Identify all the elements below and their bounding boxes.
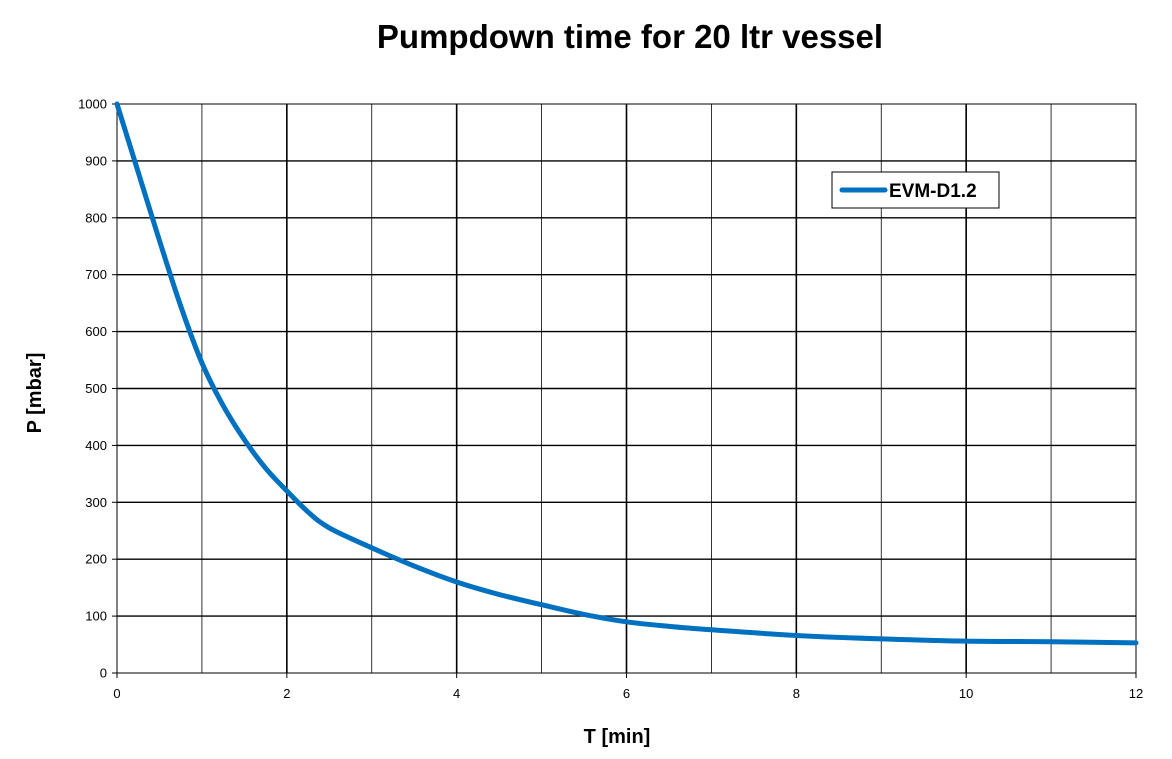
- y-tick-label: 900: [85, 153, 107, 168]
- x-tick-label: 12: [1129, 686, 1143, 701]
- y-tick-label: 400: [85, 438, 107, 453]
- legend: EVM-D1.2: [831, 171, 1000, 209]
- y-tick-label: 100: [85, 609, 107, 624]
- series-line: [114, 101, 1139, 646]
- y-tick-label: 1000: [78, 97, 107, 112]
- x-tick-label: 6: [623, 686, 630, 701]
- y-tick-label: 800: [85, 210, 107, 225]
- x-tick-label: 10: [959, 686, 973, 701]
- y-axis-ticks: 0 100 200 300 400 500 600 700 800 900 1000: [78, 97, 117, 681]
- grid-lines: [117, 104, 1136, 673]
- series-layer: [114, 101, 1139, 646]
- y-tick-label: 0: [100, 666, 107, 681]
- x-tick-label: 4: [453, 686, 460, 701]
- y-tick-label: 500: [85, 381, 107, 396]
- y-tick-label: 200: [85, 552, 107, 567]
- x-axis-label: T [min]: [584, 726, 651, 748]
- x-tick-label: 2: [283, 686, 290, 701]
- legend-label: EVM-D1.2: [889, 181, 977, 202]
- x-tick-label: 0: [113, 686, 120, 701]
- x-axis-ticks: 0 2 4 6 8 10 12: [113, 673, 1143, 701]
- y-axis-label: P [mbar]: [24, 353, 46, 434]
- y-tick-label: 300: [85, 495, 107, 510]
- chart-title: Pumpdown time for 20 ltr vessel: [377, 18, 883, 55]
- plot-border: [116, 103, 1137, 674]
- y-tick-label: 700: [85, 267, 107, 282]
- x-tick-label: 8: [793, 686, 800, 701]
- y-tick-label: 600: [85, 324, 107, 339]
